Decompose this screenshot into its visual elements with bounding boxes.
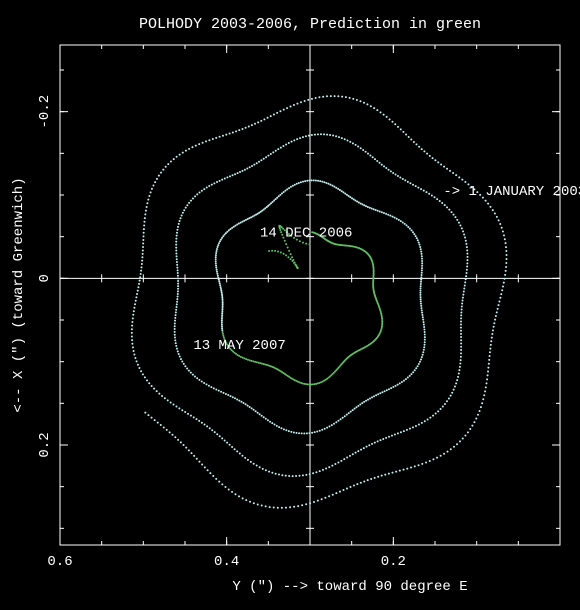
polhody-chart: 0.6 0.4 0.2 -0.2 0 0.2 POLHODY 2003-2006, Pred… [0,0,580,610]
svg-text:-0.2: -0.2 [37,95,53,129]
svg-text:0.6: 0.6 [47,554,72,570]
annotation-0: -> 1 JANUARY 2003 [443,184,580,200]
annotation-2: 13 MAY 2007 [193,338,285,354]
svg-text:0.2: 0.2 [37,432,53,457]
chart-title: POLHODY 2003-2006, Prediction in green [139,16,481,33]
x-axis-label: Y (") --> toward 90 degree E [232,579,467,595]
svg-text:0.4: 0.4 [214,554,239,570]
y-axis-label: <-- X (") (toward Greenwich) [11,177,27,412]
svg-text:0: 0 [37,274,53,282]
svg-text:0.2: 0.2 [381,554,406,570]
annotation-1: 14 DEC 2006 [260,226,352,242]
